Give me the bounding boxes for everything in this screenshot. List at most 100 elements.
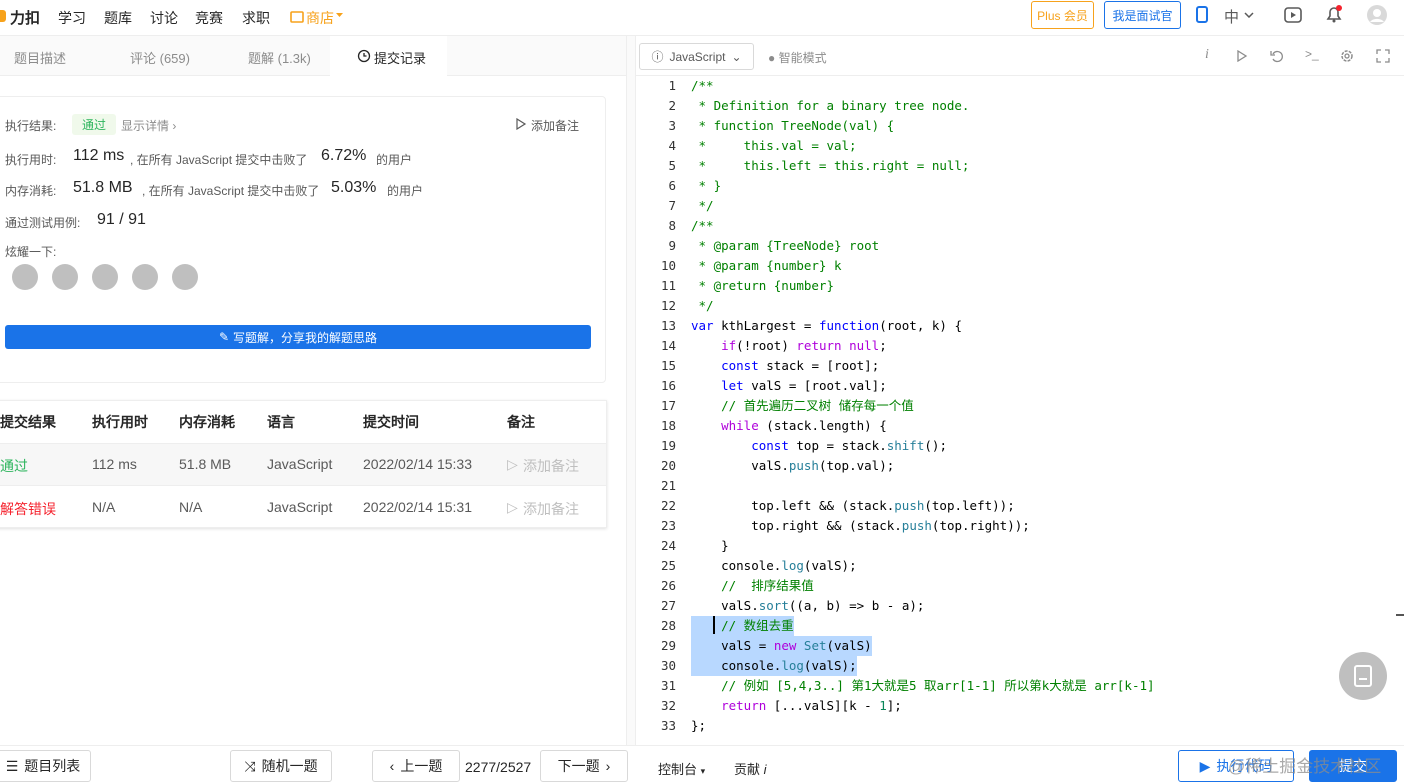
code-token: &	[818, 498, 827, 513]
settings-icon[interactable]	[1339, 48, 1355, 64]
code-line: const stack = [root];	[691, 356, 879, 376]
code-token: b	[871, 598, 880, 613]
nav-link[interactable]: 商店	[306, 10, 334, 26]
label: 题目列表	[24, 758, 81, 774]
tab[interactable]: 题解 (1.3k)	[248, 51, 311, 66]
tab[interactable]: 题目描述	[14, 51, 67, 66]
logo-icon	[0, 10, 6, 22]
avatar[interactable]	[1366, 4, 1388, 26]
bell-icon[interactable]	[1325, 4, 1343, 24]
table-cell: 51.8 MB	[179, 456, 232, 472]
code-token: if	[721, 338, 737, 353]
nav-link[interactable]: 求职	[242, 10, 270, 26]
add-note[interactable]: 添加备注 ▷	[507, 456, 579, 474]
interviewer-button[interactable]: 我是面试官	[1104, 1, 1181, 29]
code-line: var kthLargest = function(root, k) {	[691, 316, 962, 336]
submit-button[interactable]: 提交	[1309, 750, 1397, 782]
code-token: ;	[879, 338, 887, 353]
nav-link[interactable]: 讨论	[150, 10, 178, 26]
code-token	[879, 598, 887, 613]
code-line: valS.push(top.val);	[691, 456, 894, 476]
note-button[interactable]	[1339, 652, 1387, 700]
nav-link[interactable]: 竞赛	[195, 10, 223, 26]
next-button[interactable]: 下一题 ›	[540, 750, 628, 782]
code-token: ;	[1022, 518, 1030, 533]
code-token: valS	[803, 698, 835, 713]
code-token: =	[758, 638, 767, 653]
plus-button[interactable]: Plus 会员	[1031, 1, 1094, 29]
share-qq[interactable]	[92, 264, 118, 290]
table-header: 语言	[267, 414, 295, 430]
language-switch[interactable]: 中	[1224, 9, 1240, 26]
code-token: )	[834, 598, 842, 613]
play-icon[interactable]	[1283, 5, 1303, 25]
line-number: 1	[668, 78, 676, 93]
terminal-icon[interactable]: >_	[1305, 47, 1319, 61]
cursor	[713, 616, 715, 634]
tab[interactable]: 提交记录	[374, 51, 427, 66]
contribute[interactable]: 贡献 i	[734, 759, 767, 778]
code-token: (	[841, 498, 850, 513]
write-solution-button[interactable]: ✎ 写题解，分享我的解题思路	[5, 325, 591, 349]
code-token: // 数组去重	[721, 618, 794, 633]
code-token: top	[751, 498, 774, 513]
random-button[interactable]: ⤨ 随机一题	[230, 750, 332, 782]
time-suffix: 的用户	[376, 153, 413, 167]
code-line: /**	[691, 78, 714, 93]
run-icon[interactable]	[1236, 50, 1248, 62]
code-token: )	[864, 418, 872, 433]
code-token	[781, 378, 789, 393]
phone-icon[interactable]	[1195, 6, 1209, 24]
line-number: 2	[668, 98, 676, 113]
memory-value: 51.8 MB	[73, 179, 133, 196]
share-wechat[interactable]	[12, 264, 38, 290]
info-button[interactable]: i	[1205, 47, 1209, 62]
code-token: .	[841, 378, 850, 393]
code-token	[924, 318, 932, 333]
problem-list-button[interactable]: ☰ 题目列表	[0, 750, 91, 782]
label: 上一题	[400, 758, 443, 774]
console-toggle[interactable]: 控制台 ▾	[658, 759, 705, 778]
code-token: const	[751, 438, 789, 453]
share-douban[interactable]	[132, 264, 158, 290]
run-button[interactable]: ▶ 执行代码	[1178, 750, 1294, 782]
code-line: * @param {number} k	[691, 258, 842, 273]
line-number: 3	[668, 118, 676, 133]
logo[interactable]: 力扣	[10, 10, 41, 27]
share-linkedin[interactable]	[172, 264, 198, 290]
nav-link[interactable]: 学习	[58, 10, 86, 26]
code-token: ;	[871, 358, 880, 373]
code-token: left	[781, 498, 812, 513]
share-weibo[interactable]	[52, 264, 78, 290]
code-token	[842, 338, 850, 353]
code-token	[796, 378, 804, 393]
code-token: >	[856, 598, 865, 613]
code-line: valS = new Set(valS)	[691, 636, 872, 656]
clock-icon	[357, 49, 371, 63]
reset-icon[interactable]	[1270, 49, 1284, 63]
code-token: .	[773, 518, 782, 533]
code-line: while (stack.length) {	[691, 416, 887, 436]
code-token: length	[818, 418, 865, 433]
code-token: sort	[758, 598, 789, 613]
code-token: while	[721, 418, 759, 433]
tab[interactable]: 评论 (659)	[130, 51, 190, 66]
cases-value: 91 / 91	[97, 211, 146, 228]
code-token	[819, 518, 827, 533]
fullscreen-icon[interactable]	[1376, 49, 1390, 63]
code-token	[819, 438, 827, 453]
code-token: ]	[886, 698, 895, 713]
add-note[interactable]: 添加备注 ▷	[507, 499, 579, 517]
language-select[interactable]: ⓘ JavaScript ⌄	[639, 43, 754, 70]
pencil-icon: ✎	[218, 330, 230, 344]
code-token: .	[751, 598, 759, 613]
code-token: )	[841, 558, 850, 573]
prev-button[interactable]: ‹ 上一题	[372, 750, 460, 782]
smart-mode[interactable]: ● 智能模式	[768, 49, 827, 66]
nav-link[interactable]: 题库	[104, 10, 132, 26]
add-note[interactable]: 添加备注	[531, 119, 580, 133]
code-token	[691, 418, 721, 433]
splitter[interactable]	[626, 36, 636, 745]
details-link[interactable]: 显示详情 ›	[121, 119, 177, 133]
code-token: top	[826, 458, 850, 473]
